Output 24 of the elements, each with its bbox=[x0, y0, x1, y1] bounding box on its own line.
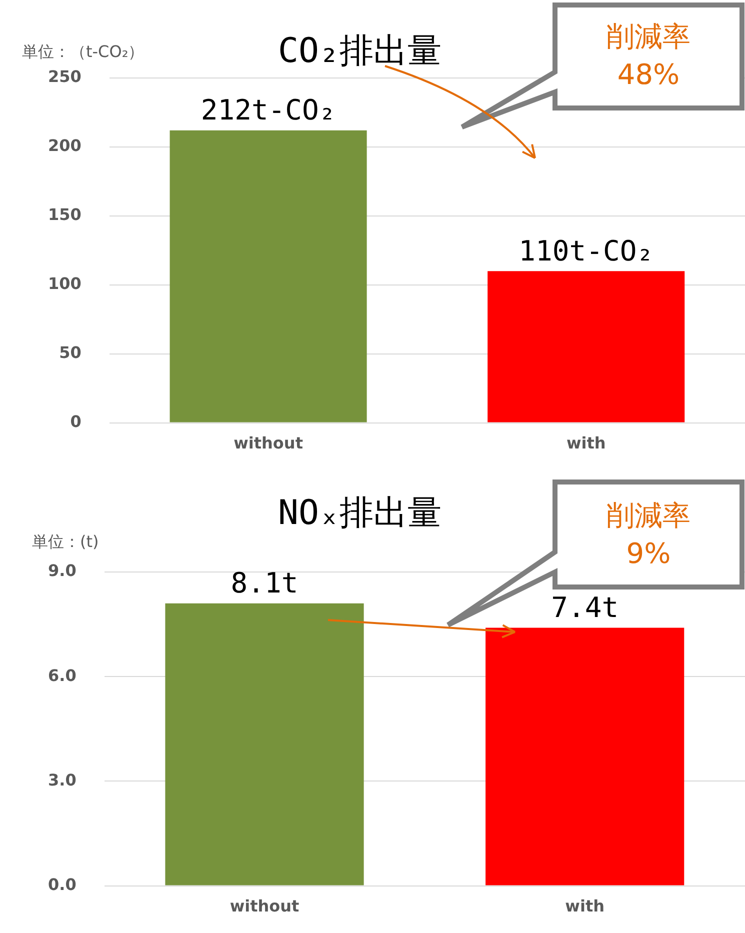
y-tick-label: 9.0 bbox=[48, 561, 76, 580]
chart-title: NOₓ排出量 bbox=[278, 492, 442, 535]
chart-title: CO₂排出量 bbox=[278, 30, 442, 73]
y-tick-label: 50 bbox=[59, 342, 82, 362]
y-tick-label: 150 bbox=[48, 205, 82, 224]
annotation: 削減率 48% bbox=[606, 19, 692, 93]
data-label: 212t-CO₂ bbox=[200, 94, 336, 127]
text: 削減率 9% bbox=[606, 498, 692, 572]
y-tick-label: 3.0 bbox=[48, 770, 76, 790]
y-tick-label: 0 bbox=[70, 412, 82, 431]
y-tick-label: 6.0 bbox=[48, 666, 76, 685]
x-tick-label: without bbox=[230, 896, 300, 916]
x-tick-label: with bbox=[565, 896, 604, 916]
data-label: 7.4t bbox=[551, 591, 619, 624]
y-tick-label: 200 bbox=[48, 136, 82, 156]
y-axis-title: 単位：（t-CO₂） bbox=[22, 42, 144, 63]
x-tick-label: with bbox=[566, 434, 606, 453]
y-tick-label: 0.0 bbox=[48, 874, 76, 894]
y-axis-title: 単位：(t) bbox=[32, 532, 99, 553]
data-label: 8.1t bbox=[230, 566, 298, 600]
y-tick-label: 250 bbox=[48, 67, 82, 86]
y-tick-label: 100 bbox=[48, 274, 82, 294]
x-tick-label: without bbox=[234, 434, 304, 453]
data-label: 110t-CO₂ bbox=[518, 234, 654, 268]
